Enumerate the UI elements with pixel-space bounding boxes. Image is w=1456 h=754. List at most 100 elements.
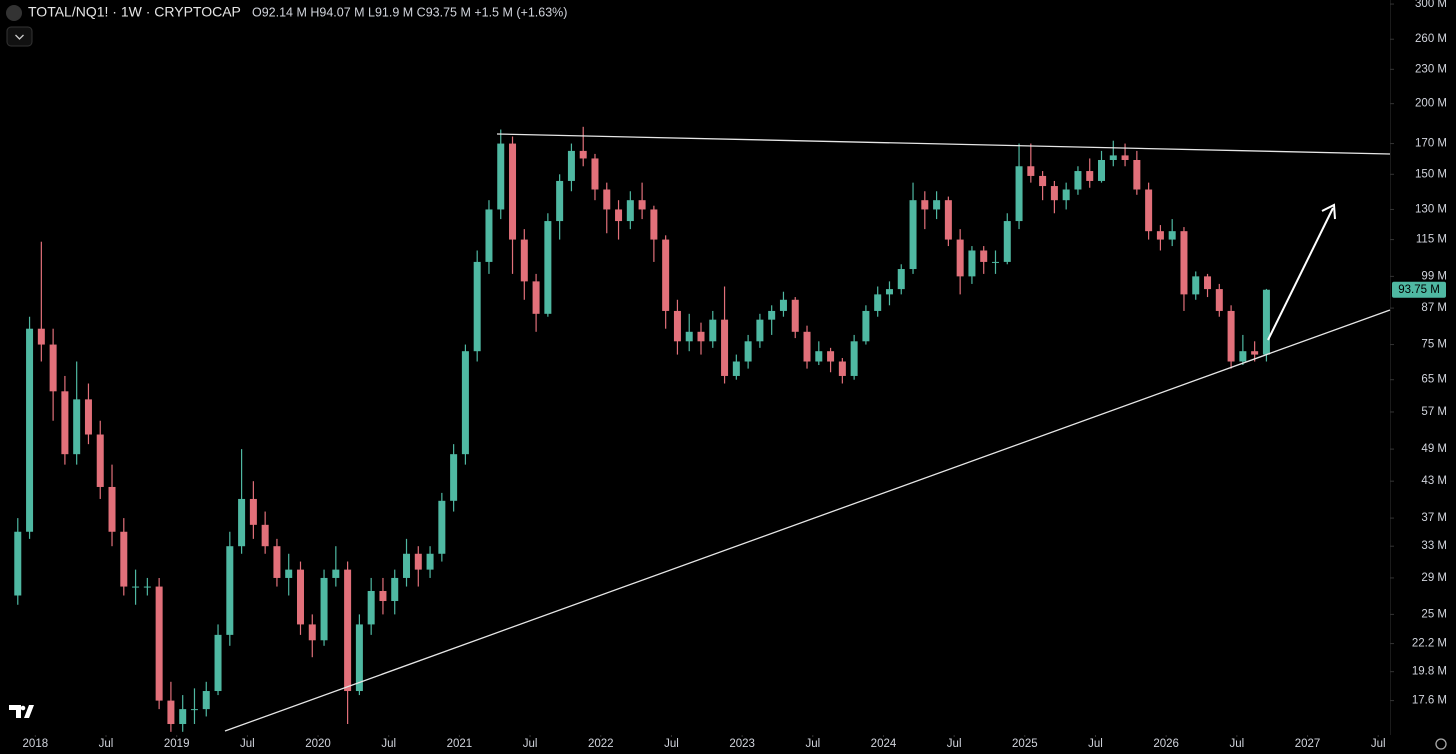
candle-body [944,200,952,240]
candle-body [909,200,917,270]
candle-body [238,498,246,547]
candle-body [626,200,634,222]
candle-body [756,319,764,342]
x-tick-label: Jul [947,738,962,750]
candle-body [438,500,446,554]
y-tick-label: 75 M [1421,339,1447,351]
candle-body [709,319,717,342]
candle-body [697,331,705,342]
y-tick-label: 29 M [1421,572,1447,584]
x-tick-label: Jul [664,738,679,750]
candle-body [1062,189,1070,201]
candle-body [414,553,422,570]
arrow-shaft [1267,207,1334,341]
x-tick-label: 2027 [1295,738,1321,750]
x-tick-label: Jul [1088,738,1103,750]
y-tick-label: 25 M [1421,608,1447,620]
candle-body [732,361,740,376]
x-tick-label: Jul [240,738,255,750]
collapse-button[interactable] [6,26,33,47]
candle-body [791,299,799,332]
candle-body [662,239,670,311]
candle-body [1192,276,1200,295]
candle-body [544,221,552,314]
candle-body [1086,171,1094,181]
y-tick-label: 230 M [1415,63,1447,75]
candle-body [273,546,281,578]
y-tick-label: 57 M [1421,406,1447,418]
symbol-title[interactable]: TOTAL/NQ1! · 1W · CRYPTOCAP [28,4,241,20]
candle-body [1262,289,1270,355]
candle-body [1121,155,1129,160]
candle-body [1145,189,1153,232]
candle-body [355,624,363,692]
candle-body [1133,159,1141,190]
candle-body [1251,351,1259,355]
y-tick-label: 260 M [1415,33,1447,45]
candle-body [285,569,293,578]
candle-body [933,200,941,210]
x-tick-label: 2020 [305,738,331,750]
candle-body [862,310,870,342]
x-tick-label: Jul [523,738,538,750]
candle-body [532,281,540,314]
candle-body [1239,351,1247,362]
x-tick-label: 2026 [1153,738,1179,750]
candle-body [332,569,340,578]
x-tick-label: Jul [1371,738,1386,750]
candle-body [603,189,611,210]
candle-body [991,261,999,263]
candle-body [980,250,988,262]
candle-body [1109,155,1117,160]
settings-icon[interactable] [1435,738,1447,750]
candle-body [1180,231,1188,295]
candle-body [1039,175,1047,187]
candle-body [815,351,823,362]
candle-body [202,691,210,710]
candle-body [1050,186,1058,201]
candle-body [520,239,528,282]
y-tick-label: 300 M [1415,0,1447,10]
candle-body [132,586,140,588]
candle-body [26,328,34,532]
candle-body [96,434,104,487]
y-tick-label: 87 M [1421,302,1447,314]
candle-body [721,319,729,376]
last-price-badge [1392,281,1446,298]
x-tick-label: 2025 [1012,738,1038,750]
candle-body [779,299,787,311]
x-tick-label: 2021 [447,738,473,750]
candle-body [261,524,269,547]
candle-body [1227,310,1235,362]
candle-body [838,361,846,376]
candle-body [827,351,835,362]
candle-body [49,344,57,392]
candle-body [320,577,328,641]
x-tick-label: Jul [1230,738,1245,750]
candle-body [1204,276,1212,290]
candle-body [84,399,92,435]
candle-body [473,261,481,352]
candle-body [155,586,163,701]
candle-body [1003,221,1011,262]
candle-body [14,531,22,596]
candle-body [249,498,257,525]
candle-body [367,590,375,625]
y-tick-label: 115 M [1416,234,1447,246]
candle-body [108,486,116,532]
candle-body [379,590,387,602]
x-tick-label: Jul [99,738,114,750]
tradingview-logo[interactable] [9,705,34,718]
candle-body [1015,166,1023,222]
candle-body [485,209,493,262]
resistance-trendline [496,133,1391,155]
x-tick-label: Jul [381,738,396,750]
x-tick-label: Jul [805,738,820,750]
candle-body [968,250,976,277]
y-tick-label: 170 M [1415,138,1447,150]
candle-body [497,143,505,210]
candle-body [450,454,458,501]
y-tick-label: 65 M [1421,374,1447,386]
